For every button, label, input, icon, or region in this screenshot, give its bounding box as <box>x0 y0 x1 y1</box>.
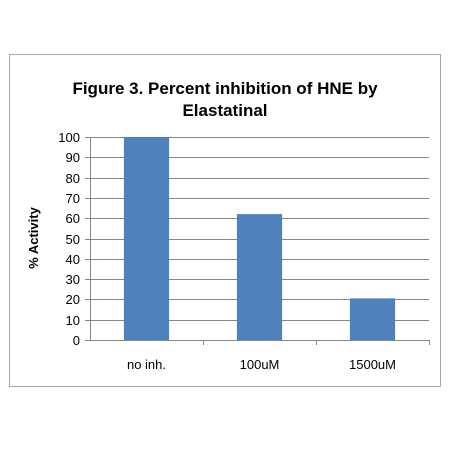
chart-title: Figure 3. Percent inhibition of HNE by E… <box>72 79 378 120</box>
bar-3 <box>349 298 396 340</box>
y-tick-label: 0 <box>73 333 80 348</box>
y-tick-label: 50 <box>66 232 80 247</box>
x-tick-labels: no inh. 100uM 1500uM <box>127 357 396 372</box>
bar-2 <box>236 214 283 340</box>
y-tick-label: 30 <box>66 272 80 287</box>
y-tick-label: 10 <box>66 313 80 328</box>
y-tick-label: 60 <box>66 211 80 226</box>
y-axis-title: % Activity <box>26 206 41 268</box>
y-tick-labels: 0 10 20 30 40 50 60 70 80 90 100 <box>58 130 80 348</box>
x-tick-label: 100uM <box>240 357 280 372</box>
y-tick-label: 40 <box>66 252 80 267</box>
bar-1 <box>123 137 170 340</box>
x-tick-label: 1500uM <box>349 357 396 372</box>
chart-title-line-1: Figure 3. Percent inhibition of HNE by <box>72 79 378 98</box>
y-tick-label: 20 <box>66 292 80 307</box>
y-tick-label: 80 <box>66 171 80 186</box>
y-tick-label: 70 <box>66 191 80 206</box>
y-tick-label: 100 <box>58 130 80 145</box>
chart-title-line-2: Elastatinal <box>182 101 267 120</box>
bars <box>123 137 396 340</box>
axes <box>85 137 430 345</box>
y-tick-label: 90 <box>66 150 80 165</box>
x-tick-label: no inh. <box>127 357 166 372</box>
